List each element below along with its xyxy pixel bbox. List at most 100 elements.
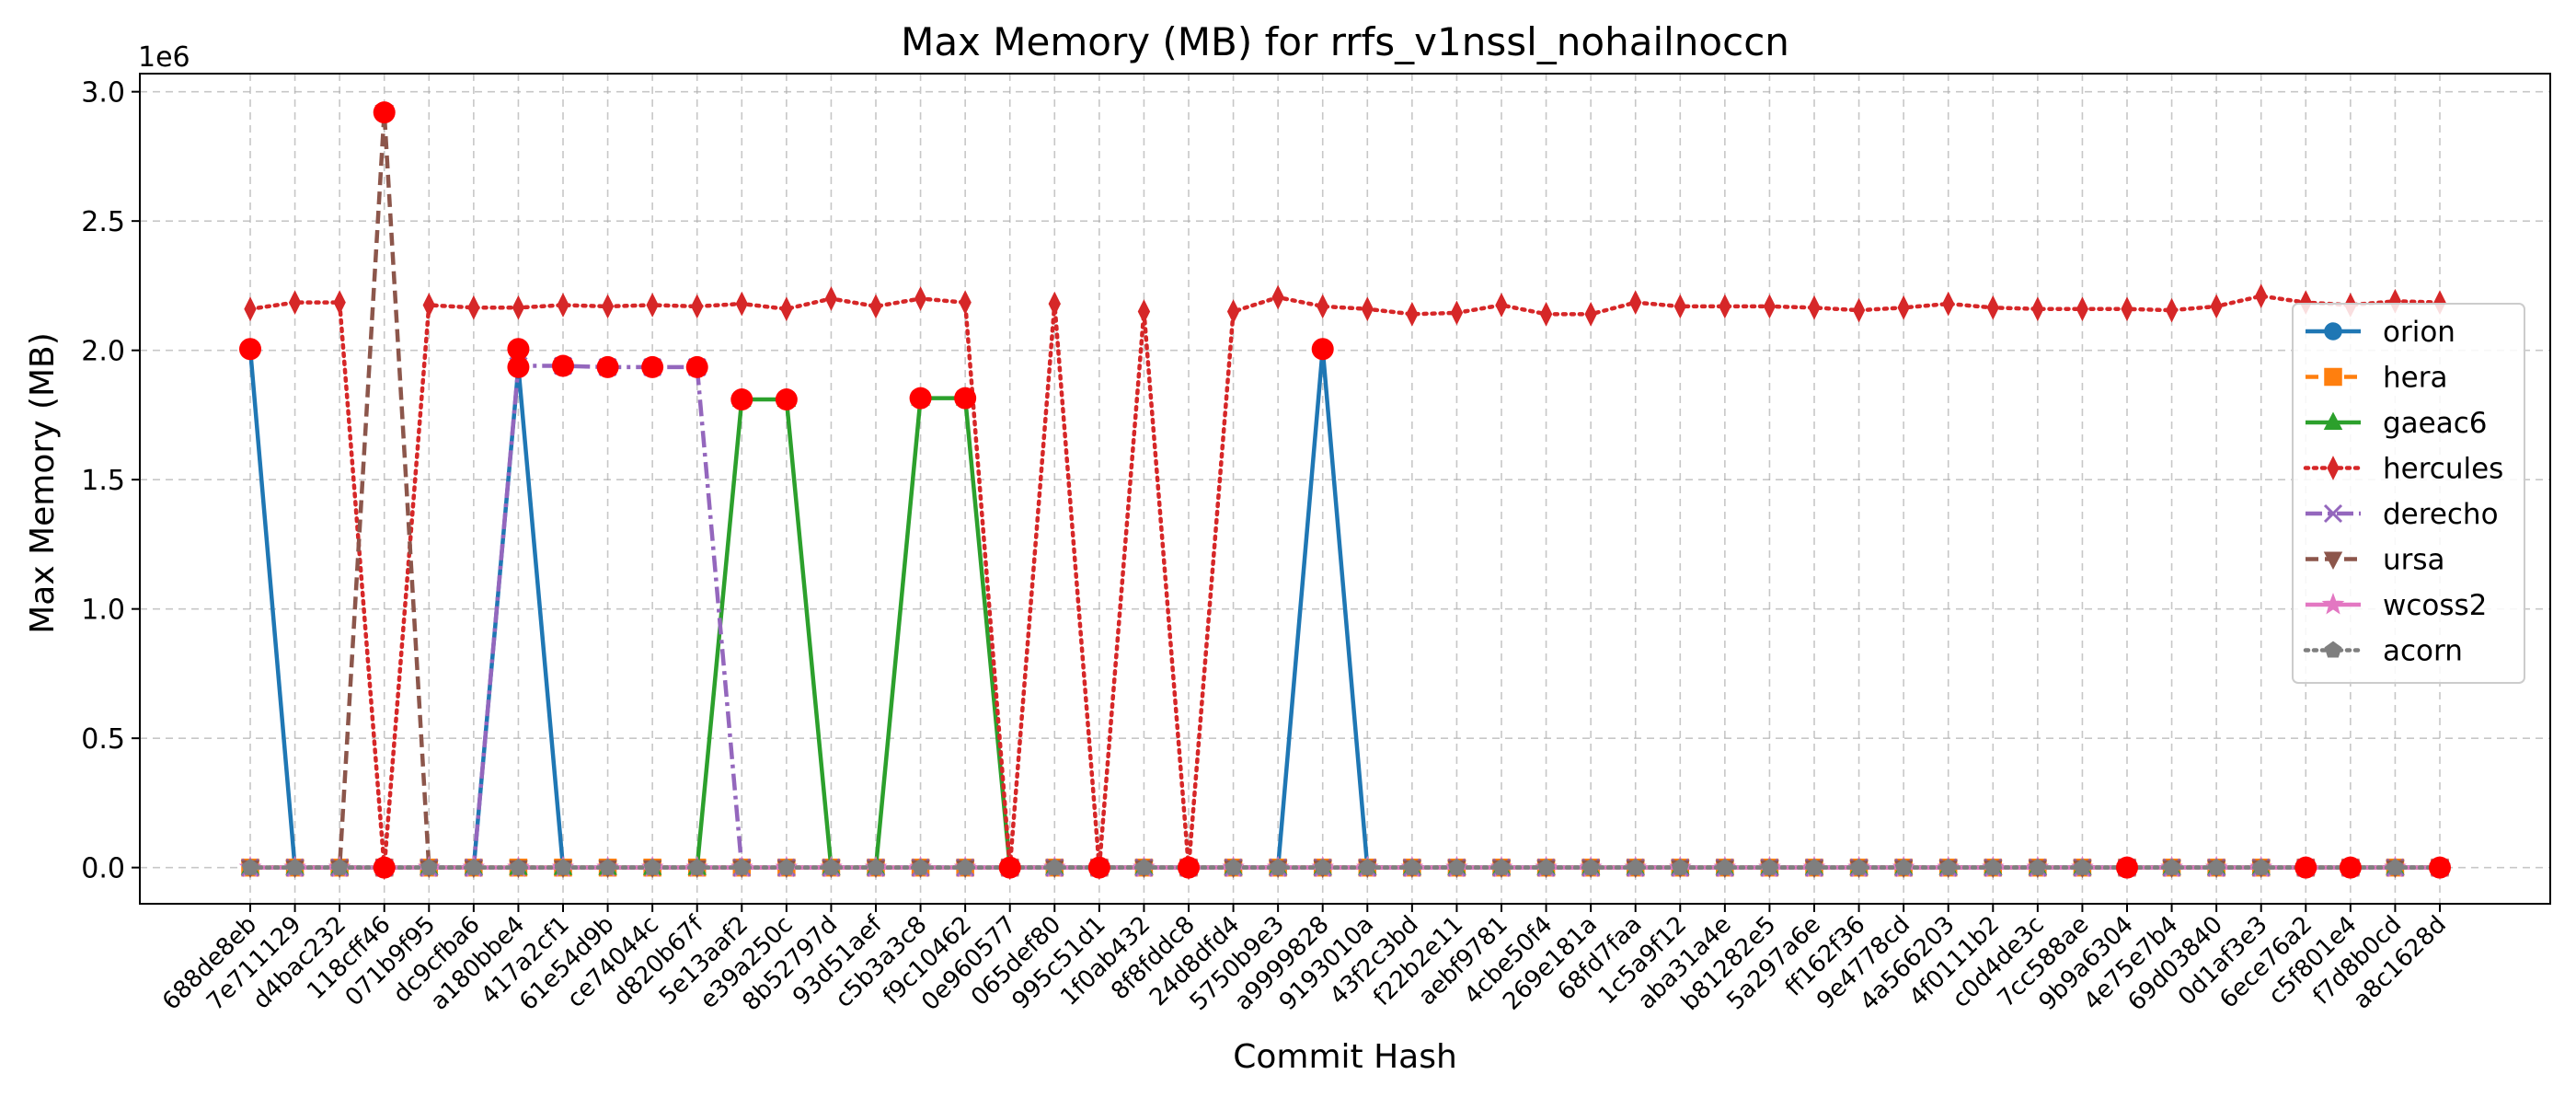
data-point bbox=[824, 286, 838, 311]
legend-label: hercules bbox=[2383, 453, 2503, 486]
highlight-marker bbox=[641, 355, 664, 378]
data-point bbox=[691, 294, 704, 319]
highlight-marker bbox=[552, 354, 574, 377]
y-axis-label: Max Memory (MB) bbox=[24, 332, 62, 634]
data-point bbox=[241, 858, 259, 875]
data-point bbox=[780, 296, 793, 322]
series-layer bbox=[238, 105, 2452, 881]
legend-item-derecho: derecho bbox=[2306, 498, 2499, 531]
data-point-stroke bbox=[2323, 503, 2343, 524]
data-point bbox=[2324, 641, 2342, 658]
data-point bbox=[1358, 858, 1376, 875]
highlight-marker bbox=[1311, 338, 1334, 361]
highlight-marker bbox=[1087, 856, 1110, 879]
data-point bbox=[2323, 411, 2343, 430]
data-point bbox=[777, 858, 796, 875]
data-point bbox=[244, 296, 257, 322]
highlight-marker bbox=[775, 388, 798, 411]
highlight-marker bbox=[239, 338, 261, 361]
data-point bbox=[1850, 858, 1869, 875]
legend-label: derecho bbox=[2383, 498, 2499, 531]
legend-label: gaeac6 bbox=[2383, 407, 2488, 440]
data-point bbox=[330, 858, 349, 875]
data-point bbox=[2121, 296, 2133, 322]
legend-item-wcoss2: wcoss2 bbox=[2306, 589, 2487, 622]
data-point bbox=[1673, 294, 1686, 319]
data-point bbox=[333, 290, 346, 316]
data-point bbox=[643, 858, 661, 875]
data-point bbox=[2324, 322, 2342, 341]
data-point bbox=[1403, 858, 1421, 875]
chart-title: Max Memory (MB) for rrfs_v1nssl_nohailno… bbox=[901, 19, 1789, 64]
legend-item-hercules: hercules bbox=[2303, 453, 2503, 486]
data-point bbox=[1271, 284, 1284, 310]
data-point bbox=[554, 858, 572, 875]
legend-label: wcoss2 bbox=[2383, 589, 2487, 622]
data-point bbox=[286, 858, 305, 875]
data-point bbox=[2327, 456, 2340, 480]
data-point bbox=[2076, 296, 2089, 322]
data-point bbox=[1048, 291, 1061, 317]
data-point bbox=[599, 858, 617, 875]
data-point bbox=[557, 293, 569, 318]
data-point bbox=[959, 290, 972, 316]
highlight-marker bbox=[596, 355, 619, 378]
data-point bbox=[1495, 293, 1508, 318]
data-point bbox=[1984, 858, 2002, 875]
legend-item-gaeac6: gaeac6 bbox=[2306, 407, 2488, 440]
data-point bbox=[1986, 295, 1999, 320]
data-point bbox=[1226, 299, 1240, 324]
data-point bbox=[869, 294, 882, 319]
legend-label: hera bbox=[2383, 362, 2447, 395]
highlight-marker bbox=[685, 355, 708, 378]
data-point bbox=[914, 286, 927, 311]
highlight-marker bbox=[909, 387, 932, 410]
legend: orion hera gaeac6 hercules derecho ursa wcoss2… bbox=[2292, 303, 2525, 684]
y-tick-label: 1.5 bbox=[81, 465, 125, 497]
data-point bbox=[1627, 858, 1645, 875]
data-point bbox=[1450, 300, 1464, 326]
data-point bbox=[1629, 290, 1642, 316]
highlight-marker bbox=[507, 355, 530, 378]
data-point bbox=[1406, 301, 1419, 327]
y-axis-scale-label: 1e6 bbox=[138, 41, 190, 74]
data-point bbox=[467, 295, 480, 320]
data-point bbox=[1317, 294, 1329, 319]
highlight-layer bbox=[239, 101, 2451, 879]
data-point bbox=[1763, 294, 1777, 319]
data-point bbox=[2386, 858, 2404, 875]
data-point bbox=[2163, 858, 2181, 875]
data-point bbox=[912, 858, 930, 875]
highlight-marker bbox=[2294, 856, 2317, 879]
data-point bbox=[465, 858, 483, 875]
data-point bbox=[1671, 858, 1689, 875]
data-point bbox=[1537, 858, 1556, 875]
y-tick-label: 2.5 bbox=[81, 206, 125, 238]
highlight-marker bbox=[2429, 856, 2451, 879]
data-point bbox=[509, 858, 527, 875]
y-tick-label: 0.5 bbox=[81, 723, 125, 756]
data-point bbox=[1447, 858, 1466, 875]
data-point bbox=[420, 858, 438, 875]
data-point bbox=[2323, 551, 2343, 571]
y-tick-label: 3.0 bbox=[81, 77, 125, 110]
data-point bbox=[1716, 858, 1734, 875]
highlight-marker bbox=[730, 388, 753, 411]
data-point bbox=[2165, 297, 2179, 323]
legend-box bbox=[2292, 303, 2525, 684]
data-point bbox=[2255, 283, 2268, 309]
data-point bbox=[1225, 858, 1243, 875]
data-point bbox=[288, 290, 302, 316]
x-axis-label: Commit Hash bbox=[1233, 1038, 1457, 1076]
data-point bbox=[2207, 858, 2225, 875]
data-point bbox=[1805, 858, 1823, 875]
highlight-marker bbox=[998, 856, 1021, 879]
data-point bbox=[1760, 858, 1778, 875]
data-point bbox=[1942, 291, 1955, 317]
data-point bbox=[2252, 858, 2271, 875]
legend-label: orion bbox=[2383, 316, 2455, 349]
data-point bbox=[422, 293, 435, 318]
data-point bbox=[1894, 858, 1913, 875]
